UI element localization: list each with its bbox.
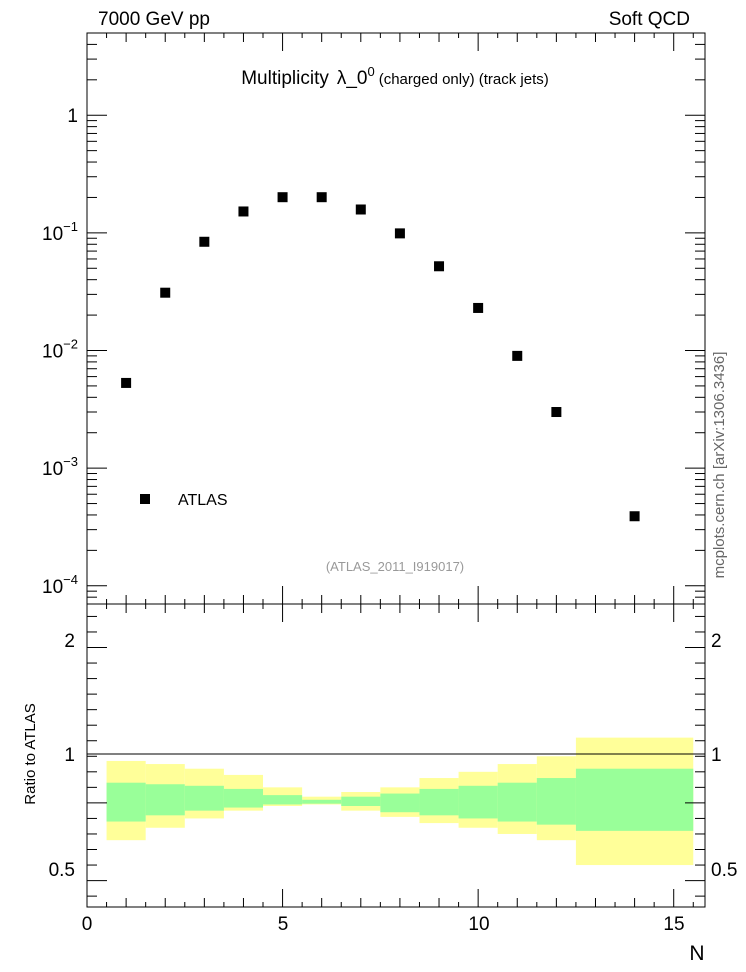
data-point <box>277 192 288 203</box>
y-tick-label-base: 1 <box>67 106 78 127</box>
main-plot-ticks <box>86 32 705 605</box>
ratio-y-axis-label: Ratio to ATLAS <box>22 703 39 804</box>
data-point <box>473 302 484 313</box>
title-suffix: (charged only) (track jets) <box>379 71 549 88</box>
data-point <box>355 204 366 215</box>
green-band <box>458 785 498 819</box>
x-axis-label: N <box>689 942 704 965</box>
y-tick-label: 1 <box>67 106 78 127</box>
legend-marker <box>140 494 150 504</box>
green-band <box>106 782 146 822</box>
main-plot-y-tick-labels: 110−110−210−310−4 <box>42 106 78 598</box>
data-point <box>121 377 132 388</box>
green-band <box>341 796 381 806</box>
y-tick-label-exponent: −2 <box>63 337 78 352</box>
side-label: mcplots.cern.ch [arXiv:1306.3436] <box>711 352 728 579</box>
analysis-annotation: (ATLAS_2011_I919017) <box>326 559 464 574</box>
ratio-y-tick-label-right-1: 1 <box>711 745 722 766</box>
green-band <box>497 782 537 822</box>
main-plot-panel: 110−110−210−310−4 Multiplicity λ_00 (charg… <box>42 32 706 605</box>
header-left-label: 7000 GeV pp <box>98 9 210 30</box>
y-tick-label-base: 10 <box>42 224 63 245</box>
green-band <box>223 788 264 808</box>
y-tick-label-base: 10 <box>42 342 63 363</box>
ratio-y-tick-label-0-5: 0.5 <box>49 860 75 881</box>
ratio-y-tick-label-right-0-5: 0.5 <box>711 860 737 881</box>
main-plot-frame <box>86 32 706 605</box>
y-tick-label-base: 10 <box>42 577 63 598</box>
ratio-y-tick-label-2: 2 <box>64 631 75 652</box>
y-tick-label-base: 10 <box>42 459 63 480</box>
data-point <box>316 192 327 203</box>
data-point <box>434 261 445 272</box>
data-point <box>629 511 640 522</box>
green-band <box>419 788 459 816</box>
data-point <box>394 228 405 239</box>
green-band <box>380 793 420 813</box>
atlas-data-points <box>121 192 640 522</box>
header-right-label: Soft QCD <box>609 9 690 30</box>
title-symbol: λ_0 <box>337 68 368 89</box>
data-point <box>238 206 249 217</box>
data-point <box>160 287 171 298</box>
ratio-y-tick-label-right-2: 2 <box>711 631 722 652</box>
y-tick-label: 10−3 <box>42 454 78 480</box>
main-plot-title: Multiplicity λ_00 (charged only) (track je… <box>241 64 549 89</box>
green-band <box>263 795 303 805</box>
title-main: Multiplicity <box>241 68 329 89</box>
y-tick-label: 10−1 <box>42 219 78 245</box>
y-tick-label-exponent: −4 <box>63 572 78 587</box>
y-tick-label-exponent: −1 <box>63 219 78 234</box>
y-tick-label: 10−4 <box>42 572 78 598</box>
green-band <box>145 784 185 816</box>
x-tick-label-10: 10 <box>468 914 489 935</box>
ratio-uncertainty-bands <box>106 737 694 866</box>
ratio-plot-panel: 2 1 0.5 2 1 0.5 Ratio to ATLAS 0 5 10 15… <box>22 603 737 965</box>
green-band <box>536 778 576 825</box>
green-band <box>184 785 224 811</box>
data-point <box>199 236 210 247</box>
ratio-plot-ticks <box>86 604 705 907</box>
x-tick-label-15: 15 <box>663 914 684 935</box>
green-band <box>302 799 342 804</box>
x-tick-label-5: 5 <box>278 914 289 935</box>
legend-label: ATLAS <box>178 492 228 509</box>
data-point <box>512 350 523 361</box>
x-tick-label-0: 0 <box>82 914 93 935</box>
y-tick-label-exponent: −3 <box>63 454 78 469</box>
data-point <box>551 407 562 418</box>
ratio-y-tick-label-1: 1 <box>64 745 75 766</box>
title-superscript: 0 <box>367 64 374 79</box>
y-tick-label: 10−2 <box>42 337 78 363</box>
ratio-plot-frame <box>86 603 706 908</box>
green-band <box>575 768 694 831</box>
